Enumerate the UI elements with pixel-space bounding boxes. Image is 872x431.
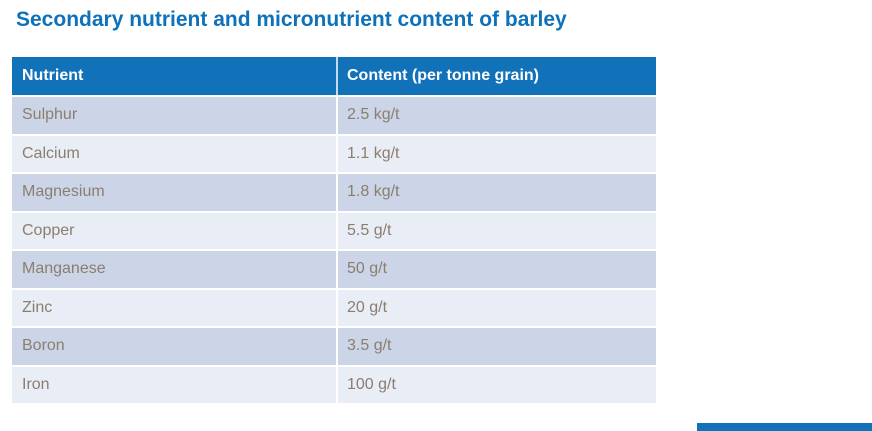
page-title: Secondary nutrient and micronutrient con… [16,8,567,31]
table-row: Copper 5.5 g/t [12,212,656,251]
nutrient-cell: Calcium [22,144,80,162]
content-cell: 1.8 kg/t [336,174,656,211]
column-header-nutrient: Nutrient [22,67,84,84]
content-cell: 3.5 g/t [336,328,656,365]
nutrient-cell: Zinc [22,298,53,316]
column-header-content: Content (per tonne grain) [336,57,656,95]
table-row: Magnesium 1.8 kg/t [12,174,656,213]
nutrient-cell: Iron [22,375,50,393]
content-cell: 2.5 kg/t [336,97,656,134]
nutrient-cell: Magnesium [22,183,105,201]
table-row: Sulphur 2.5 kg/t [12,97,656,136]
nutrient-cell: Sulphur [22,106,78,124]
content-cell: 5.5 g/t [336,212,656,249]
table-row: Zinc 20 g/t [12,289,656,328]
content-cell: 100 g/t [336,366,656,403]
nutrient-cell: Boron [22,337,65,355]
content-cell: 50 g/t [336,251,656,288]
table-row: Iron 100 g/t [12,366,656,405]
table-row: Manganese 50 g/t [12,251,656,290]
content-cell: 1.1 kg/t [336,135,656,172]
nutrient-table: Nutrient Content (per tonne grain) Sulph… [12,57,656,405]
nutrient-cell: Copper [22,221,75,239]
table-header-row: Nutrient Content (per tonne grain) [12,57,656,95]
content-cell: 20 g/t [336,289,656,326]
table-row: Boron 3.5 g/t [12,328,656,367]
table-row: Calcium 1.1 kg/t [12,135,656,174]
nutrient-cell: Manganese [22,260,106,278]
footer-accent-bar [697,423,872,431]
